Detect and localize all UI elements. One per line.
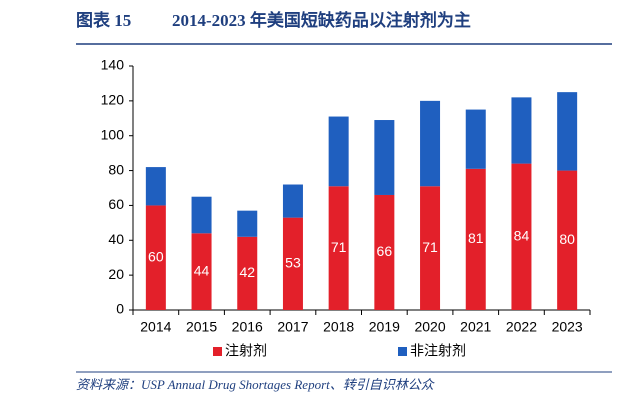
bar-segment — [557, 170, 578, 310]
bar-segment — [511, 97, 532, 164]
data-label: 71 — [331, 239, 347, 255]
bar-segment — [282, 184, 303, 218]
legend-label: 非注射剂 — [410, 343, 466, 359]
bar-segment — [511, 163, 532, 310]
data-label: 53 — [285, 255, 301, 271]
y-tick-label: 20 — [108, 266, 124, 282]
data-label: 60 — [148, 248, 164, 264]
x-tick-label: 2017 — [277, 319, 308, 335]
source-note: 资料来源：USP Annual Drug Shortages Report、转引… — [76, 377, 436, 392]
data-label: 66 — [377, 243, 393, 259]
bar-segment — [374, 120, 395, 195]
bar-segment — [557, 92, 578, 171]
y-tick-label: 140 — [101, 57, 125, 73]
figure-label: 图表 15 — [76, 10, 131, 30]
data-label: 44 — [194, 262, 210, 278]
bar-segment — [420, 100, 441, 187]
legend-swatch — [213, 347, 222, 356]
bar-segment — [328, 116, 349, 187]
x-tick-label: 2018 — [323, 319, 354, 335]
y-tick-label: 100 — [101, 126, 125, 142]
x-tick-label: 2022 — [506, 319, 537, 335]
x-tick-label: 2023 — [552, 319, 583, 335]
bar-segment — [374, 194, 395, 310]
bar-segment — [465, 109, 486, 169]
bar-segment — [420, 186, 441, 310]
data-label: 42 — [239, 264, 255, 280]
legend-label: 注射剂 — [225, 343, 267, 359]
x-tick-label: 2014 — [140, 319, 171, 335]
x-tick-label: 2016 — [232, 319, 263, 335]
y-tick-label: 60 — [108, 196, 124, 212]
bar-segment — [237, 210, 258, 237]
bar-segment — [465, 168, 486, 310]
bar-segment — [282, 217, 303, 310]
data-label: 71 — [422, 239, 438, 255]
x-tick-label: 2019 — [369, 319, 400, 335]
x-tick-label: 2021 — [460, 319, 491, 335]
bar-segment — [237, 236, 258, 310]
y-tick-label: 120 — [101, 92, 125, 108]
data-label: 80 — [559, 231, 575, 247]
x-tick-label: 2020 — [414, 319, 445, 335]
data-label: 84 — [514, 228, 530, 244]
y-tick-label: 80 — [108, 161, 124, 177]
bar-segment — [191, 196, 212, 234]
bar-segment — [145, 167, 166, 206]
bar-segment — [191, 233, 212, 310]
data-label: 81 — [468, 230, 484, 246]
legend-swatch — [398, 347, 407, 356]
x-tick-label: 2015 — [186, 319, 217, 335]
bar-segment — [328, 186, 349, 310]
y-tick-label: 0 — [116, 301, 124, 317]
y-tick-label: 40 — [108, 231, 124, 247]
chart-title: 2014-2023 年美国短缺药品以注射剂为主 — [172, 10, 471, 30]
bar-segment — [145, 205, 166, 310]
